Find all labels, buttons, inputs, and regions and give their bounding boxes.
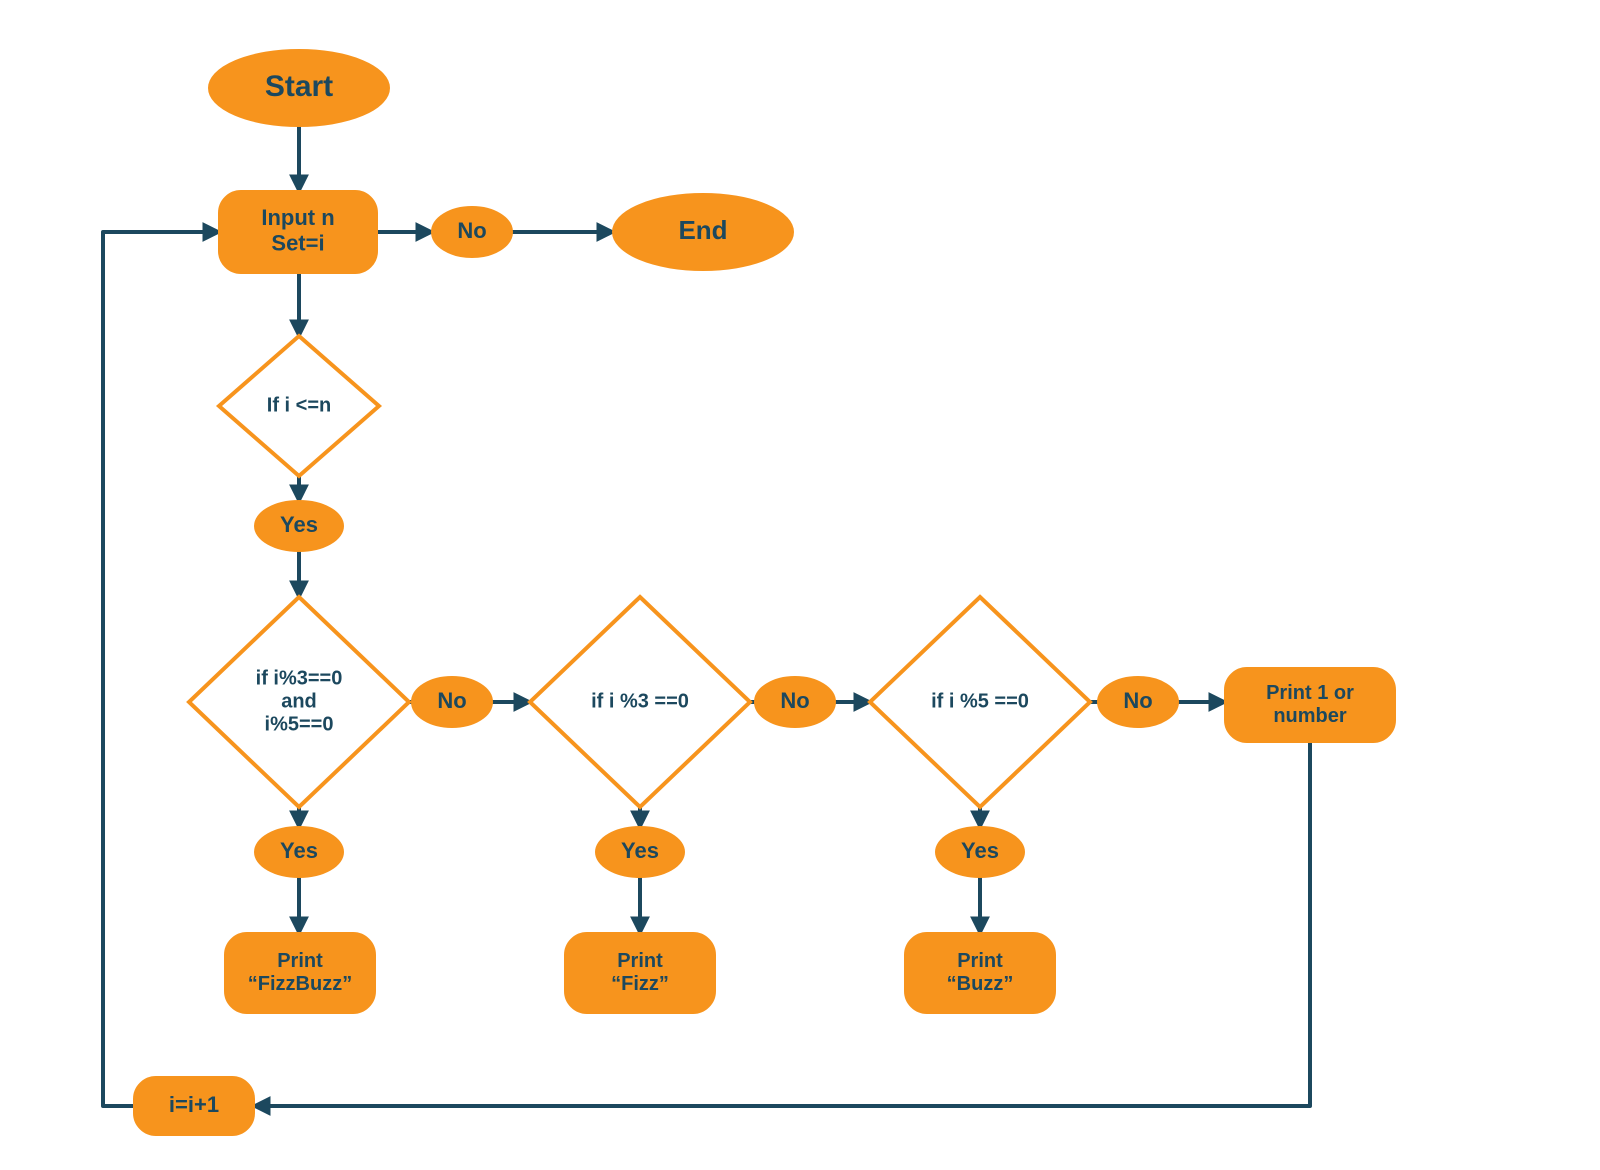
svg-text:if i %5 ==0: if i %5 ==0 <box>931 690 1029 712</box>
node-yes1: Yes <box>255 501 343 551</box>
svg-text:End: End <box>678 215 727 245</box>
nodes-group: Start Input nSet=i No End If i <=n Yes if i%3=… <box>134 50 1395 1135</box>
node-yes2: Yes <box>255 827 343 877</box>
svg-text:Yes: Yes <box>280 512 318 537</box>
svg-text:Print: Print <box>957 950 1003 972</box>
flowchart-canvas: Start Input nSet=i No End If i <=n Yes if i%3=… <box>0 0 1600 1170</box>
svg-text:i%5==0: i%5==0 <box>265 713 334 735</box>
svg-text:i=i+1: i=i+1 <box>169 1092 219 1117</box>
node-print_b: Print“Buzz” <box>905 933 1055 1013</box>
node-start: Start <box>209 50 389 126</box>
edge-19 <box>103 232 219 1106</box>
svg-text:Set=i: Set=i <box>271 230 324 255</box>
node-input: Input nSet=i <box>219 191 377 273</box>
svg-text:number: number <box>1273 705 1347 727</box>
svg-text:“FizzBuzz”: “FizzBuzz” <box>248 973 352 995</box>
svg-text:Yes: Yes <box>621 838 659 863</box>
svg-text:No: No <box>437 688 466 713</box>
svg-text:Input n: Input n <box>261 205 334 230</box>
node-incr: i=i+1 <box>134 1077 254 1135</box>
svg-text:“Buzz”: “Buzz” <box>947 973 1014 995</box>
node-cond_both: if i%3==0andi%5==0 <box>189 597 409 807</box>
svg-text:No: No <box>780 688 809 713</box>
svg-text:No: No <box>457 218 486 243</box>
node-cond_le: If i <=n <box>219 336 379 476</box>
svg-text:Print 1 or: Print 1 or <box>1266 682 1354 704</box>
node-no1: No <box>432 207 512 257</box>
svg-text:if i%3==0: if i%3==0 <box>256 667 343 689</box>
node-cond_5: if i %5 ==0 <box>870 597 1090 807</box>
svg-text:Start: Start <box>265 70 333 103</box>
node-cond_3: if i %3 ==0 <box>530 597 750 807</box>
svg-text:Yes: Yes <box>280 838 318 863</box>
node-no3: No <box>755 677 835 727</box>
node-no4: No <box>1098 677 1178 727</box>
svg-text:If i <=n: If i <=n <box>267 394 331 416</box>
node-print_f: Print“Fizz” <box>565 933 715 1013</box>
node-print_num: Print 1 ornumber <box>1225 668 1395 742</box>
svg-text:Print: Print <box>277 950 323 972</box>
svg-text:Print: Print <box>617 950 663 972</box>
edge-18 <box>254 742 1310 1106</box>
node-print_fb: Print“FizzBuzz” <box>225 933 375 1013</box>
svg-text:and: and <box>281 690 317 712</box>
node-yes3: Yes <box>596 827 684 877</box>
svg-text:No: No <box>1123 688 1152 713</box>
node-no2: No <box>412 677 492 727</box>
svg-text:“Fizz”: “Fizz” <box>611 973 669 995</box>
node-end: End <box>613 194 793 270</box>
svg-text:if i %3 ==0: if i %3 ==0 <box>591 690 689 712</box>
node-yes4: Yes <box>936 827 1024 877</box>
svg-text:Yes: Yes <box>961 838 999 863</box>
